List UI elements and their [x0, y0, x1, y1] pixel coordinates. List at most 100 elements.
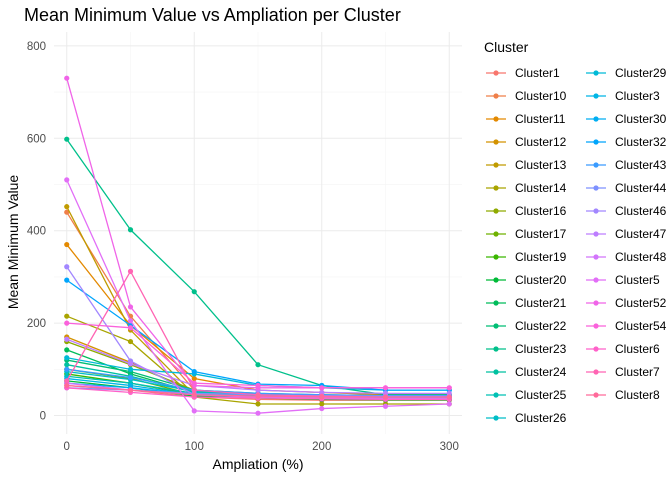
legend-item: Cluster44	[586, 181, 667, 195]
legend-item: Cluster24	[486, 365, 567, 379]
legend-item: Cluster6	[586, 342, 660, 356]
legend-item: Cluster52	[586, 296, 667, 310]
legend-label: Cluster26	[515, 411, 567, 425]
data-point	[255, 362, 261, 368]
legend-key-point	[493, 93, 499, 99]
legend-key-point	[493, 392, 499, 398]
legend-key-point	[493, 162, 499, 168]
legend-label: Cluster54	[615, 319, 667, 333]
legend-item: Cluster17	[486, 227, 567, 241]
legend-key-point	[493, 323, 499, 329]
data-point	[446, 394, 452, 400]
legend-key-point	[493, 116, 499, 122]
data-point	[64, 378, 70, 384]
data-point	[255, 410, 261, 416]
data-point	[191, 369, 197, 375]
data-point	[382, 394, 389, 400]
legend-item: Cluster13	[486, 158, 567, 172]
data-point	[191, 289, 197, 295]
data-point	[446, 390, 452, 396]
legend-key-point	[593, 162, 599, 168]
data-point	[127, 325, 134, 331]
legend-label: Cluster23	[515, 342, 567, 356]
data-point	[319, 394, 325, 400]
legend-item: Cluster21	[486, 296, 567, 310]
legend-label: Cluster19	[515, 250, 567, 264]
legend-key-point	[493, 415, 499, 421]
data-point	[191, 380, 197, 386]
legend-label: Cluster52	[615, 296, 667, 310]
data-point	[64, 347, 70, 353]
legend-item: Cluster43	[586, 158, 667, 172]
legend-label: Cluster10	[515, 89, 567, 103]
legend-title: Cluster	[484, 39, 529, 55]
legend-label: Cluster22	[515, 319, 567, 333]
legend-key-point	[593, 139, 599, 145]
legend-item: Cluster47	[586, 227, 667, 241]
data-point	[319, 385, 325, 391]
legend-label: Cluster24	[515, 365, 567, 379]
data-point	[127, 304, 134, 310]
legend-item: Cluster22	[486, 319, 567, 333]
legend-key-point	[593, 277, 599, 283]
legend-item: Cluster32	[586, 135, 667, 149]
legend-key-point	[493, 208, 499, 214]
legend-key-point	[593, 70, 599, 76]
legend-label: Cluster1	[515, 66, 560, 80]
legend-key-point	[493, 231, 499, 237]
legend-key-point	[493, 254, 499, 260]
series-cluster8	[64, 382, 452, 400]
legend-label: Cluster7	[615, 365, 660, 379]
legend-key-point	[493, 185, 499, 191]
y-axis-ticks: 0 200 400 600 800	[27, 41, 46, 423]
legend-key-point	[593, 208, 599, 214]
legend-label: Cluster25	[515, 388, 567, 402]
grid	[54, 32, 462, 434]
legend-item: Cluster46	[586, 204, 667, 218]
legend-item: Cluster19	[486, 250, 567, 264]
x-tick-label: 0	[64, 441, 70, 453]
data-point	[382, 385, 389, 391]
legend-item: Cluster7	[586, 365, 660, 379]
x-tick-label: 300	[440, 441, 459, 453]
legend-label: Cluster20	[515, 273, 567, 287]
legend-item: Cluster29	[586, 66, 667, 80]
data-point	[64, 320, 70, 326]
data-point	[382, 390, 389, 396]
data-point	[64, 366, 70, 372]
data-point	[64, 382, 70, 389]
legend-item: Cluster25	[486, 388, 567, 402]
data-point	[127, 338, 134, 345]
legend-label: Cluster21	[515, 296, 567, 310]
legend-key-point	[493, 139, 499, 145]
data-point	[64, 204, 70, 210]
data-point	[127, 387, 134, 393]
data-point	[64, 241, 70, 248]
legend-item: Cluster20	[486, 273, 567, 287]
data-point	[64, 209, 70, 215]
legend-key-point	[493, 277, 499, 283]
data-point	[191, 392, 197, 398]
x-tick-label: 200	[312, 441, 331, 453]
legend-key-point	[593, 346, 599, 352]
legend-item: Cluster48	[586, 250, 667, 264]
data-point	[64, 177, 70, 183]
chart-title: Mean Minimum Value vs Ampliation per Clu…	[24, 5, 401, 25]
legend-item: Cluster8	[586, 388, 660, 402]
legend-item: Cluster23	[486, 342, 567, 356]
legend-key-point	[593, 231, 599, 237]
legend-label: Cluster8	[615, 388, 660, 402]
data-point	[191, 387, 197, 393]
legend-item: Cluster5	[586, 273, 660, 287]
data-point	[255, 382, 261, 389]
data-point	[191, 375, 197, 382]
data-point	[127, 361, 134, 367]
legend-key-point	[593, 254, 599, 260]
data-point	[64, 136, 70, 142]
legend-item: Cluster30	[586, 112, 667, 126]
data-point	[127, 268, 134, 274]
data-point	[64, 362, 70, 368]
legend-item: Cluster1	[486, 66, 560, 80]
data-point	[255, 393, 261, 399]
legend-key-point	[593, 300, 599, 306]
